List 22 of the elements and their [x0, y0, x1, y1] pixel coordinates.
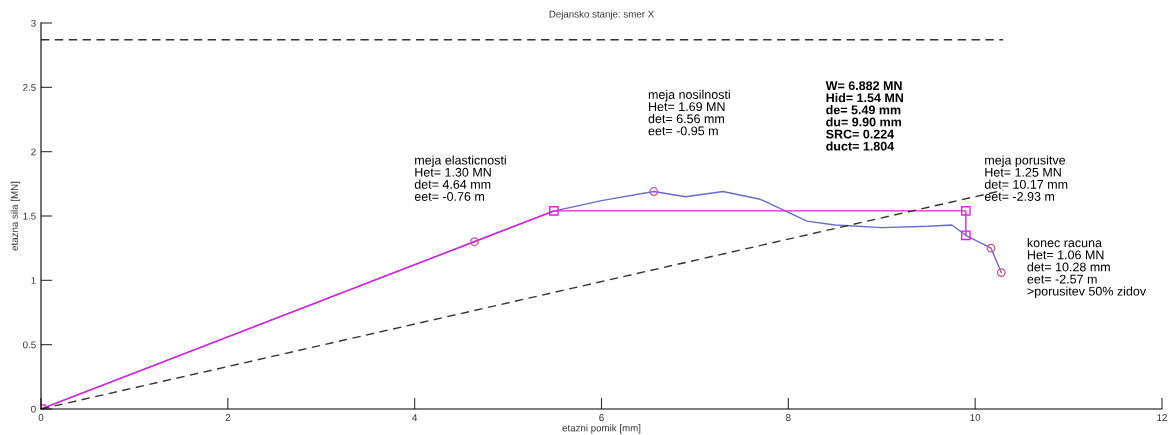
x-tick-label: 6	[599, 414, 604, 421]
y-tick-label: 0.5	[23, 341, 36, 349]
y-tick-label: 3	[31, 19, 36, 27]
x-tick-label: 8	[786, 414, 791, 421]
y-tick-label: 2.5	[23, 84, 36, 91]
y-axis-title: etazna sila [MN]	[10, 181, 20, 251]
y-tick-label: 1	[31, 277, 36, 284]
annotation: konec racuna Het= 1.06 MN det= 10.28 mm eet= -2.57 m >porusitev 50% zidov	[1027, 238, 1147, 299]
x-tick-label: 12	[1157, 414, 1167, 421]
annotation: meja porusitve Het= 1.25 MN det= 10.17 mm eet= -2.93 m	[984, 155, 1068, 201]
y-tick-label: 2	[31, 148, 36, 156]
annotation: W= 6.882 MN Hid= 1.54 MN de= 5.49 mm du= 9.90 mm SRC= 0.224 duct= 1.804	[825, 81, 904, 151]
annotation: meja elasticnosti Het= 1.30 MN det= 4.64 mm eet= -0.76 m	[414, 155, 506, 201]
y-tick-label: 1.5	[23, 212, 36, 220]
chart-title: Dejansko stanje: smer X	[549, 10, 654, 20]
y-tick-label: 0	[31, 405, 36, 413]
x-tick-label: 4	[412, 414, 418, 421]
x-axis-title: etazni pomik [mm]	[562, 424, 641, 434]
x-tick-label: 0	[38, 414, 44, 421]
annotation: meja nosilnosti Het= 1.69 MN det= 6.56 mm eet= -0.95 m	[648, 89, 730, 136]
x-tick-label: 10	[970, 414, 981, 421]
x-tick-label: 2	[225, 414, 231, 421]
